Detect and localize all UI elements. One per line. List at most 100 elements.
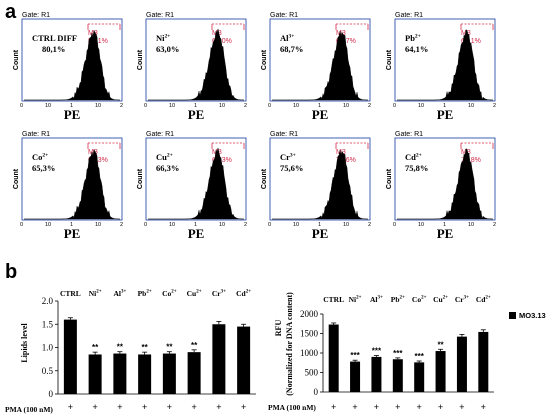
y-tick-label: 0.5 xyxy=(42,366,54,376)
gate-label: Gate: R1 xyxy=(146,12,174,19)
m3-gate xyxy=(87,142,121,149)
lipids-significance: ** ** ** ** ** xyxy=(92,341,198,352)
histogram-tick: 10 xyxy=(169,103,175,109)
rfu-y-label-line2: (Normalized for DNA content) xyxy=(285,292,294,396)
histogram-x-ticks: 0 10 1 10 2 xyxy=(393,103,496,109)
m3-gate xyxy=(460,23,494,30)
gate-label: Gate: R1 xyxy=(22,12,50,19)
histogram-frame xyxy=(269,137,371,221)
histogram-frame xyxy=(145,18,247,102)
histogram-tick: 1 xyxy=(443,103,446,109)
pma-plus: + xyxy=(68,402,73,412)
histogram-y-label: Count xyxy=(13,168,20,189)
rfu-significance: ****** *** ***** xyxy=(350,340,444,361)
histogram-x-label: PE xyxy=(188,226,205,241)
pma-plus: + xyxy=(374,402,379,412)
histogram-tick: 1 xyxy=(318,222,321,228)
pma-plus: + xyxy=(216,402,221,412)
histogram-tick: 2 xyxy=(368,103,371,109)
histogram-x-ticks: 0 10 1 10 2 xyxy=(144,222,247,228)
histogram-x-label: PE xyxy=(312,226,329,241)
histogram-frame xyxy=(21,137,123,221)
bar-2 xyxy=(113,353,127,394)
y-tick-label: 0 xyxy=(314,387,319,397)
condition-label: Cd2+ xyxy=(405,152,422,162)
m3-gate xyxy=(335,23,369,30)
histogram-distribution xyxy=(148,28,244,101)
histogram-x-ticks: 0 10 1 10 2 xyxy=(20,222,123,228)
m3-value: 75,6% xyxy=(336,157,356,164)
rfu-pma-row: + + + + + + + + xyxy=(331,402,486,412)
m3-gate xyxy=(211,23,245,30)
m3-gate xyxy=(460,142,494,149)
rfu-bars xyxy=(328,322,489,392)
rfu-bar-chart: 0 500 1000 1500 2000 RFU (Normalized for DNA… xyxy=(274,292,494,412)
significance-mark: ** xyxy=(191,341,198,350)
m3-label: M3 xyxy=(88,149,98,156)
condition-label: CTRL DIFF xyxy=(32,33,77,43)
histogram-tick: 10 xyxy=(418,222,424,228)
rfu-legend: MO3.13 xyxy=(509,311,546,320)
histogram-y-label: Count xyxy=(13,49,20,70)
category-label: Pb2+ xyxy=(138,289,152,298)
bar-2 xyxy=(371,356,382,392)
category-label: Ni2+ xyxy=(349,295,362,304)
category-label: Cr3+ xyxy=(212,289,226,298)
lipids-pma-label: PMA (100 nM) xyxy=(5,405,53,414)
lipids-bar-chart: 0 0.5 1.0 1.5 2.0 Lipids level CTRL Ni2+ Al3+ P… xyxy=(20,289,256,412)
histogram-distribution xyxy=(148,147,244,220)
condition-label: Al3+ xyxy=(280,33,294,43)
histogram-tick: 0 xyxy=(393,222,396,228)
legend-label: MO3.13 xyxy=(519,311,546,320)
histogram-y-label: Count xyxy=(386,49,393,70)
histogram-tick: 0 xyxy=(20,103,23,109)
m3-value: 65,3% xyxy=(88,157,108,164)
m3-value: 80,1% xyxy=(88,38,108,45)
y-tick-label: 1500 xyxy=(300,329,319,339)
legend-swatch xyxy=(509,312,516,319)
histogram-tick: 0 xyxy=(268,103,271,109)
histogram-tick: 0 xyxy=(144,103,147,109)
y-tick-label: 1.0 xyxy=(42,343,54,353)
m3-value: 68,7% xyxy=(336,38,356,45)
m3-label: M3 xyxy=(336,30,346,37)
significance-mark: ** xyxy=(142,343,149,352)
pma-plus: + xyxy=(92,402,97,412)
histogram-tick: 10 xyxy=(468,103,474,109)
category-label: Ni2+ xyxy=(89,289,102,298)
histogram-tick: 10 xyxy=(343,103,349,109)
significance-mark: ** xyxy=(92,343,99,352)
histogram-distribution xyxy=(397,148,493,220)
histogram-x-ticks: 0 10 1 10 2 xyxy=(268,222,371,228)
m3-label: M3 xyxy=(336,149,346,156)
pma-plus: + xyxy=(438,402,443,412)
significance-mark: ** xyxy=(117,343,124,352)
rfu-pma-label: PMA (100 nM) xyxy=(268,403,316,412)
condition-value: 80,1% xyxy=(42,44,65,54)
category-label: Cr3+ xyxy=(455,295,469,304)
histogram-tick: 1 xyxy=(70,103,73,109)
histogram-x-label: PE xyxy=(437,226,454,241)
histogram-tick: 2 xyxy=(120,103,123,109)
histogram-distribution xyxy=(272,30,368,101)
lipids-pma-row: + + + + + + + + xyxy=(68,402,247,412)
rfu-y-ticks: 0 500 1000 1500 2000 xyxy=(300,309,323,397)
bar-1 xyxy=(350,361,361,392)
panel-a-letter: a xyxy=(5,1,17,23)
category-label: Cu2+ xyxy=(433,295,448,304)
histogram-tick: 10 xyxy=(219,103,225,109)
condition-value: 75,8% xyxy=(405,163,428,173)
histogram-x-label: PE xyxy=(64,107,81,122)
m3-label: M3 xyxy=(88,30,98,37)
bar-4 xyxy=(414,362,425,392)
m3-value: 64,1% xyxy=(461,38,481,45)
condition-label: Co2+ xyxy=(32,152,48,162)
histogram-x-label: PE xyxy=(312,107,329,122)
histogram-tick: 1 xyxy=(70,222,73,228)
histogram-x-label: PE xyxy=(64,226,81,241)
m3-value: 63,0% xyxy=(212,38,232,45)
m3-value: 66,3% xyxy=(212,157,232,164)
